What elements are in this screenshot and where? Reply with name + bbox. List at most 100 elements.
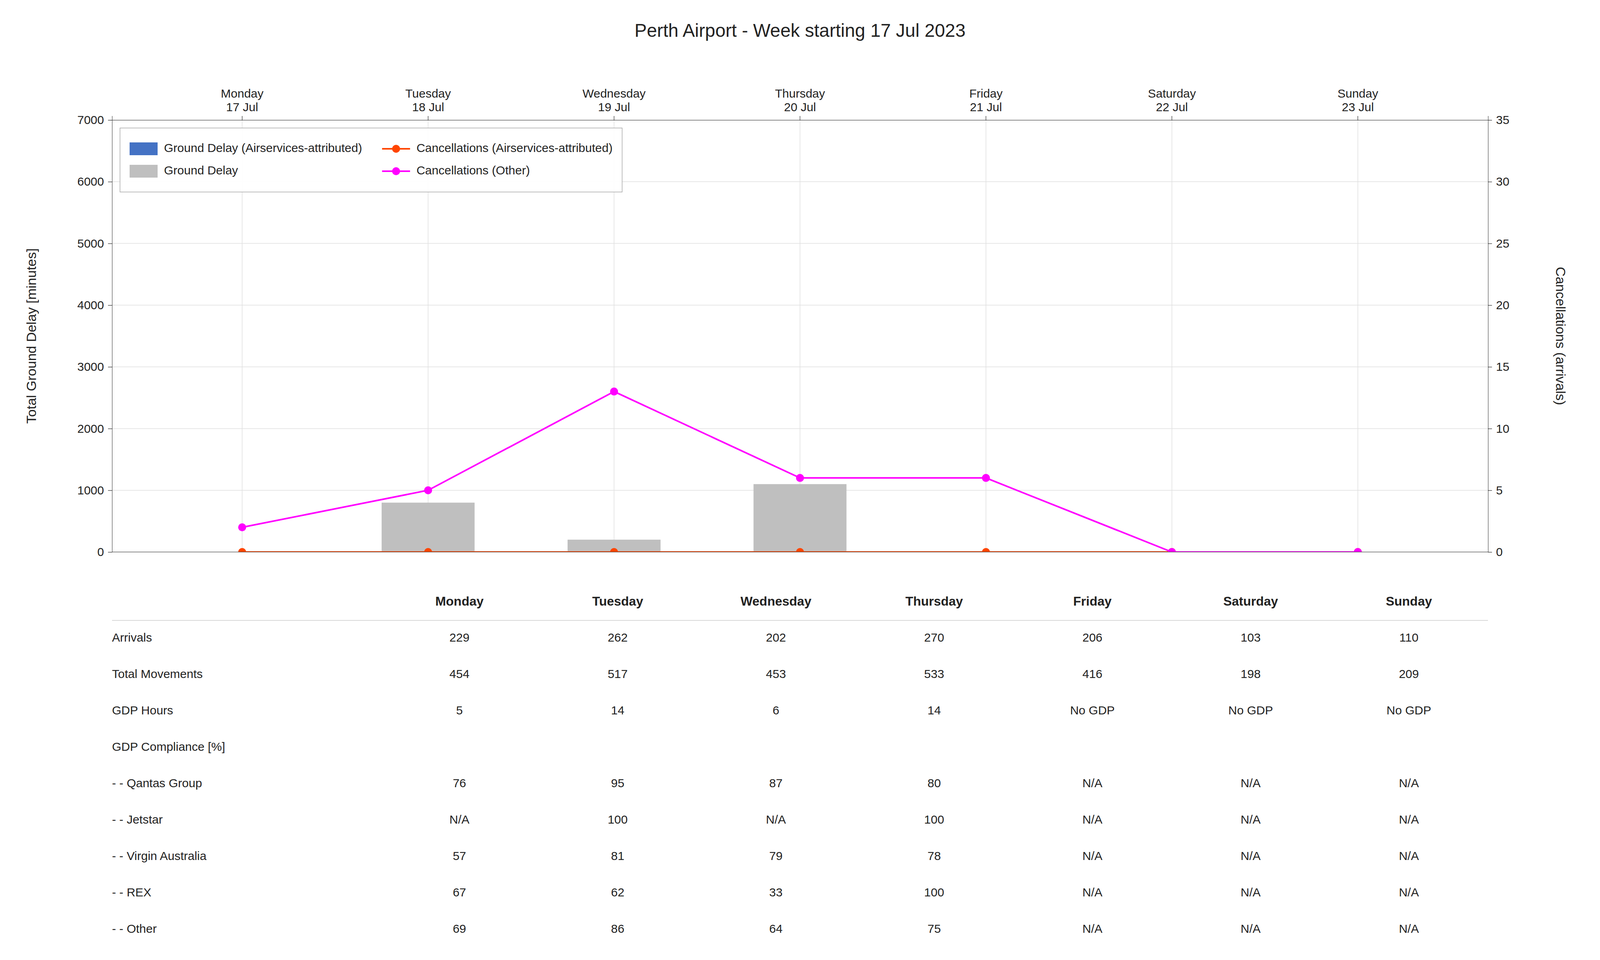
table-cell: 62 <box>611 885 625 899</box>
table-header: Saturday <box>1223 594 1278 609</box>
tick: Thursday20 Jul <box>774 86 825 121</box>
tick-label: 20 <box>1496 298 1510 312</box>
marker <box>238 523 246 532</box>
tick-mark <box>985 116 986 120</box>
legend-item: Cancellations (Other) <box>382 163 530 177</box>
tick-mark <box>108 305 112 306</box>
axis-domain <box>108 120 113 553</box>
table-row-label: Total Movements <box>112 667 203 681</box>
tick-label: 30 <box>1496 174 1510 188</box>
table-cell: N/A <box>1398 776 1419 790</box>
tick-mark <box>108 552 112 553</box>
grid-line-x <box>1357 120 1359 552</box>
tick-label: Saturday22 Jul <box>1148 86 1196 114</box>
table-header: Monday <box>435 594 484 609</box>
table-cell: No GDP <box>1386 703 1432 717</box>
tick-mark <box>1488 243 1492 244</box>
table-cell: 100 <box>924 812 944 826</box>
table-cell: 202 <box>766 630 786 644</box>
axis-domain <box>112 116 1489 121</box>
tick: 0 <box>1488 545 1503 559</box>
table-cell: 416 <box>1082 667 1103 681</box>
tick-label-line: Friday <box>969 86 1003 100</box>
tick-mark <box>1488 428 1492 429</box>
marker <box>796 474 804 482</box>
table-cell: N/A <box>449 812 470 826</box>
tick-mark <box>108 120 112 121</box>
tick-mark <box>1488 181 1492 182</box>
tick: 0 <box>97 545 112 559</box>
legend-label: Cancellations (Other) <box>416 163 530 177</box>
table-cell: No GDP <box>1228 703 1274 717</box>
line <box>242 391 1358 552</box>
tick-label: 15 <box>1496 360 1510 374</box>
table-cell: N/A <box>1398 812 1419 826</box>
table-cell: 69 <box>452 922 466 936</box>
legend-marker <box>392 167 400 176</box>
table-cell: 33 <box>769 885 783 899</box>
table-cell: No GDP <box>1070 703 1115 717</box>
legend-item: Ground Delay (Airservices-attributed) <box>129 141 362 156</box>
tick-label: Friday21 Jul <box>969 86 1003 114</box>
tick-label: 3000 <box>77 360 104 374</box>
marker <box>796 548 804 552</box>
table-header: Thursday <box>905 594 963 609</box>
table-header: Wednesday <box>740 594 812 609</box>
tick: 35 <box>1488 113 1510 127</box>
table-cell: 6 <box>772 703 780 717</box>
tick-label-line: Saturday <box>1148 86 1196 100</box>
tick: 2000 <box>77 422 112 436</box>
marker <box>982 548 990 552</box>
grid-line-x <box>985 120 987 552</box>
axis-domain <box>1488 120 1493 553</box>
tick-label-line: 18 Jul <box>412 100 444 114</box>
marker <box>1354 548 1362 552</box>
bar <box>753 484 847 552</box>
table-cell: 229 <box>449 630 470 644</box>
tick-label: Monday17 Jul <box>220 86 264 114</box>
tick: 5 <box>1488 483 1503 497</box>
tick: Friday21 Jul <box>969 86 1003 121</box>
table-cell: N/A <box>1398 849 1419 863</box>
table-cell: N/A <box>1398 922 1419 936</box>
tick: Saturday22 Jul <box>1148 86 1196 121</box>
tick-mark <box>1488 366 1492 368</box>
tick: 5000 <box>77 236 112 250</box>
table-cell: 79 <box>769 849 783 863</box>
tick-mark <box>1488 120 1492 121</box>
tick-mark <box>242 116 243 120</box>
tick-mark <box>108 243 112 244</box>
table-cell: N/A <box>1240 849 1261 863</box>
table-cell: 110 <box>1399 630 1419 644</box>
table-cell: 81 <box>611 849 625 863</box>
table-cell: 95 <box>611 776 625 790</box>
tick-label: 0 <box>1496 545 1503 559</box>
tick-label-line: Monday <box>220 86 264 100</box>
tick-mark <box>1488 490 1492 491</box>
bar <box>381 502 475 552</box>
tick-label-line: Sunday <box>1337 86 1379 100</box>
table-cell: 86 <box>611 922 625 936</box>
bar-series <box>381 484 847 552</box>
tick-label: Tuesday18 Jul <box>405 86 451 114</box>
tick-label: 1000 <box>77 483 104 497</box>
table-cell: 67 <box>452 885 466 899</box>
table-cell: N/A <box>1082 922 1103 936</box>
tick-mark <box>1488 305 1492 306</box>
table-header: Sunday <box>1385 594 1432 609</box>
tick: Tuesday18 Jul <box>405 86 451 121</box>
table-cell: 262 <box>607 630 628 644</box>
marker <box>610 387 618 396</box>
tick: 20 <box>1488 298 1510 312</box>
grid <box>112 120 1488 552</box>
tick: Wednesday19 Jul <box>582 86 646 121</box>
table-cell: 14 <box>927 703 941 717</box>
axis-y: 01000200030004000500060007000 <box>77 113 112 559</box>
chart-title: Perth Airport - Week starting 17 Jul 202… <box>634 20 966 41</box>
tick-mark <box>108 181 112 182</box>
tick-label-line: 23 Jul <box>1342 100 1374 114</box>
marker <box>1168 548 1176 552</box>
tick-label: 25 <box>1496 236 1510 250</box>
table-cell: 103 <box>1240 630 1261 644</box>
tick-label: 35 <box>1496 113 1510 127</box>
